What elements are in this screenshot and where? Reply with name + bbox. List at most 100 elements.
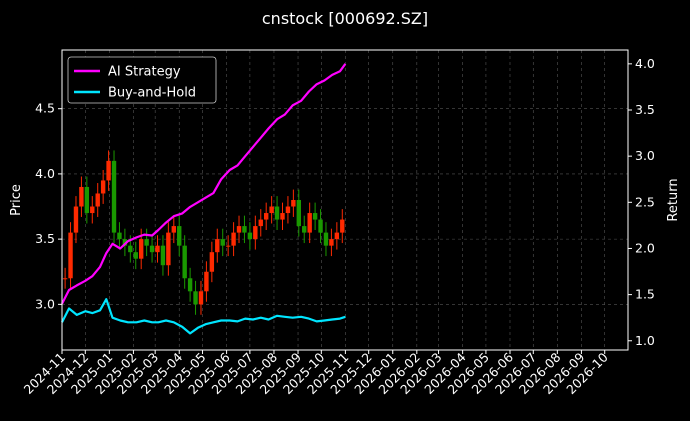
price-candle bbox=[247, 222, 253, 250]
legend: AI Strategy Buy-and-Hold bbox=[67, 56, 217, 104]
price-candle-body bbox=[225, 245, 231, 247]
price-candle-body bbox=[155, 245, 160, 253]
price-candle-body bbox=[84, 186, 90, 214]
price-candle-body bbox=[280, 213, 285, 220]
y-left-tick-label: 4.0 bbox=[35, 166, 55, 181]
price-candle bbox=[280, 202, 285, 230]
y-right-tick-label: 4.0 bbox=[635, 56, 655, 71]
price-candle bbox=[258, 209, 263, 237]
price-candle-body bbox=[128, 245, 133, 253]
legend-box bbox=[67, 56, 217, 104]
price-candle-body bbox=[323, 232, 329, 246]
price-candle bbox=[144, 228, 149, 257]
price-candle bbox=[263, 202, 269, 230]
price-candle bbox=[274, 196, 280, 230]
price-candle bbox=[318, 209, 323, 244]
price-candle-body bbox=[187, 278, 193, 292]
y-left-tick-label: 3.0 bbox=[35, 296, 55, 311]
price-candles bbox=[62, 150, 345, 315]
price-candle bbox=[204, 261, 209, 302]
price-candle-body bbox=[269, 206, 274, 214]
series-line-ai-strategy bbox=[61, 63, 347, 305]
price-candle-body bbox=[166, 232, 171, 266]
price-candle-body bbox=[307, 213, 312, 233]
price-candle-body bbox=[90, 206, 95, 214]
price-candle-body bbox=[220, 239, 225, 246]
price-candle-body bbox=[198, 291, 204, 305]
price-candle-body bbox=[106, 160, 111, 181]
price-candle bbox=[84, 176, 90, 224]
price-candle bbox=[111, 150, 117, 244]
price-candle-body bbox=[253, 226, 258, 240]
price-candle-body bbox=[100, 180, 106, 194]
price-candle bbox=[68, 222, 73, 289]
price-candle bbox=[62, 267, 68, 289]
price-candle-body bbox=[274, 206, 280, 220]
price-candle bbox=[122, 228, 128, 257]
y-right-tick-label: 3.5 bbox=[635, 102, 655, 117]
price-candle bbox=[198, 280, 204, 315]
y-axis-right-label: Return bbox=[666, 178, 681, 221]
price-candle bbox=[193, 280, 198, 315]
price-candle-body bbox=[138, 239, 144, 259]
price-candle-body bbox=[111, 160, 117, 233]
y-axis-right: 1.0 1.5 2.0 2.5 3.0 3.5 4.0 bbox=[628, 56, 655, 348]
price-candle bbox=[187, 267, 193, 302]
price-candle bbox=[73, 196, 79, 244]
price-candle-body bbox=[133, 252, 138, 259]
price-candle-body bbox=[62, 278, 68, 280]
price-candle bbox=[253, 215, 258, 250]
price-candle-body bbox=[209, 252, 215, 272]
price-candle bbox=[307, 202, 312, 244]
price-candle-body bbox=[171, 226, 177, 233]
price-candle-body bbox=[236, 226, 242, 233]
price-candle bbox=[296, 189, 302, 237]
price-candle bbox=[231, 222, 236, 257]
series-line-buy-and-hold bbox=[61, 298, 346, 335]
price-candle-body bbox=[291, 200, 296, 207]
price-candle bbox=[209, 241, 215, 283]
y-right-tick-label: 1.5 bbox=[635, 287, 655, 302]
return-lines bbox=[61, 63, 347, 335]
price-candle-body bbox=[144, 239, 149, 246]
price-candle bbox=[225, 235, 231, 257]
price-candle-body bbox=[329, 239, 334, 246]
price-candle bbox=[329, 228, 334, 257]
price-candle bbox=[177, 215, 182, 257]
price-candle-body bbox=[193, 291, 198, 305]
price-candle bbox=[149, 235, 155, 263]
price-candle bbox=[90, 196, 95, 224]
price-candle-body bbox=[258, 219, 263, 227]
price-candle bbox=[79, 176, 84, 217]
price-candle-body bbox=[312, 213, 318, 220]
y-right-tick-label: 2.0 bbox=[635, 240, 655, 255]
y-right-tick-label: 2.5 bbox=[635, 194, 655, 209]
price-candle-body bbox=[285, 206, 291, 214]
y-left-tick-label: 3.5 bbox=[35, 231, 55, 246]
price-candle-body bbox=[296, 200, 302, 227]
price-candle bbox=[160, 235, 166, 276]
price-candle bbox=[117, 222, 122, 250]
price-candle bbox=[171, 215, 177, 244]
price-candle bbox=[95, 183, 100, 217]
price-candle-body bbox=[334, 232, 340, 240]
price-candle-body bbox=[95, 193, 100, 207]
price-candle-body bbox=[182, 245, 187, 279]
price-candle bbox=[242, 215, 247, 244]
price-candle-body bbox=[242, 226, 247, 233]
price-candle-body bbox=[79, 186, 84, 207]
price-candle-body bbox=[122, 239, 128, 246]
price-candle-body bbox=[340, 219, 345, 233]
chart-title: cnstock [000692.SZ] bbox=[262, 9, 428, 28]
price-candle-body bbox=[302, 226, 307, 233]
price-candle bbox=[100, 170, 106, 204]
price-candle bbox=[312, 202, 318, 230]
price-candle bbox=[291, 189, 296, 217]
price-candle bbox=[285, 196, 291, 224]
price-candle-body bbox=[160, 245, 166, 266]
price-candle bbox=[323, 222, 329, 257]
y-axis-left-label: Price bbox=[9, 184, 24, 216]
price-candle-body bbox=[318, 219, 323, 233]
price-candle-body bbox=[231, 232, 236, 246]
